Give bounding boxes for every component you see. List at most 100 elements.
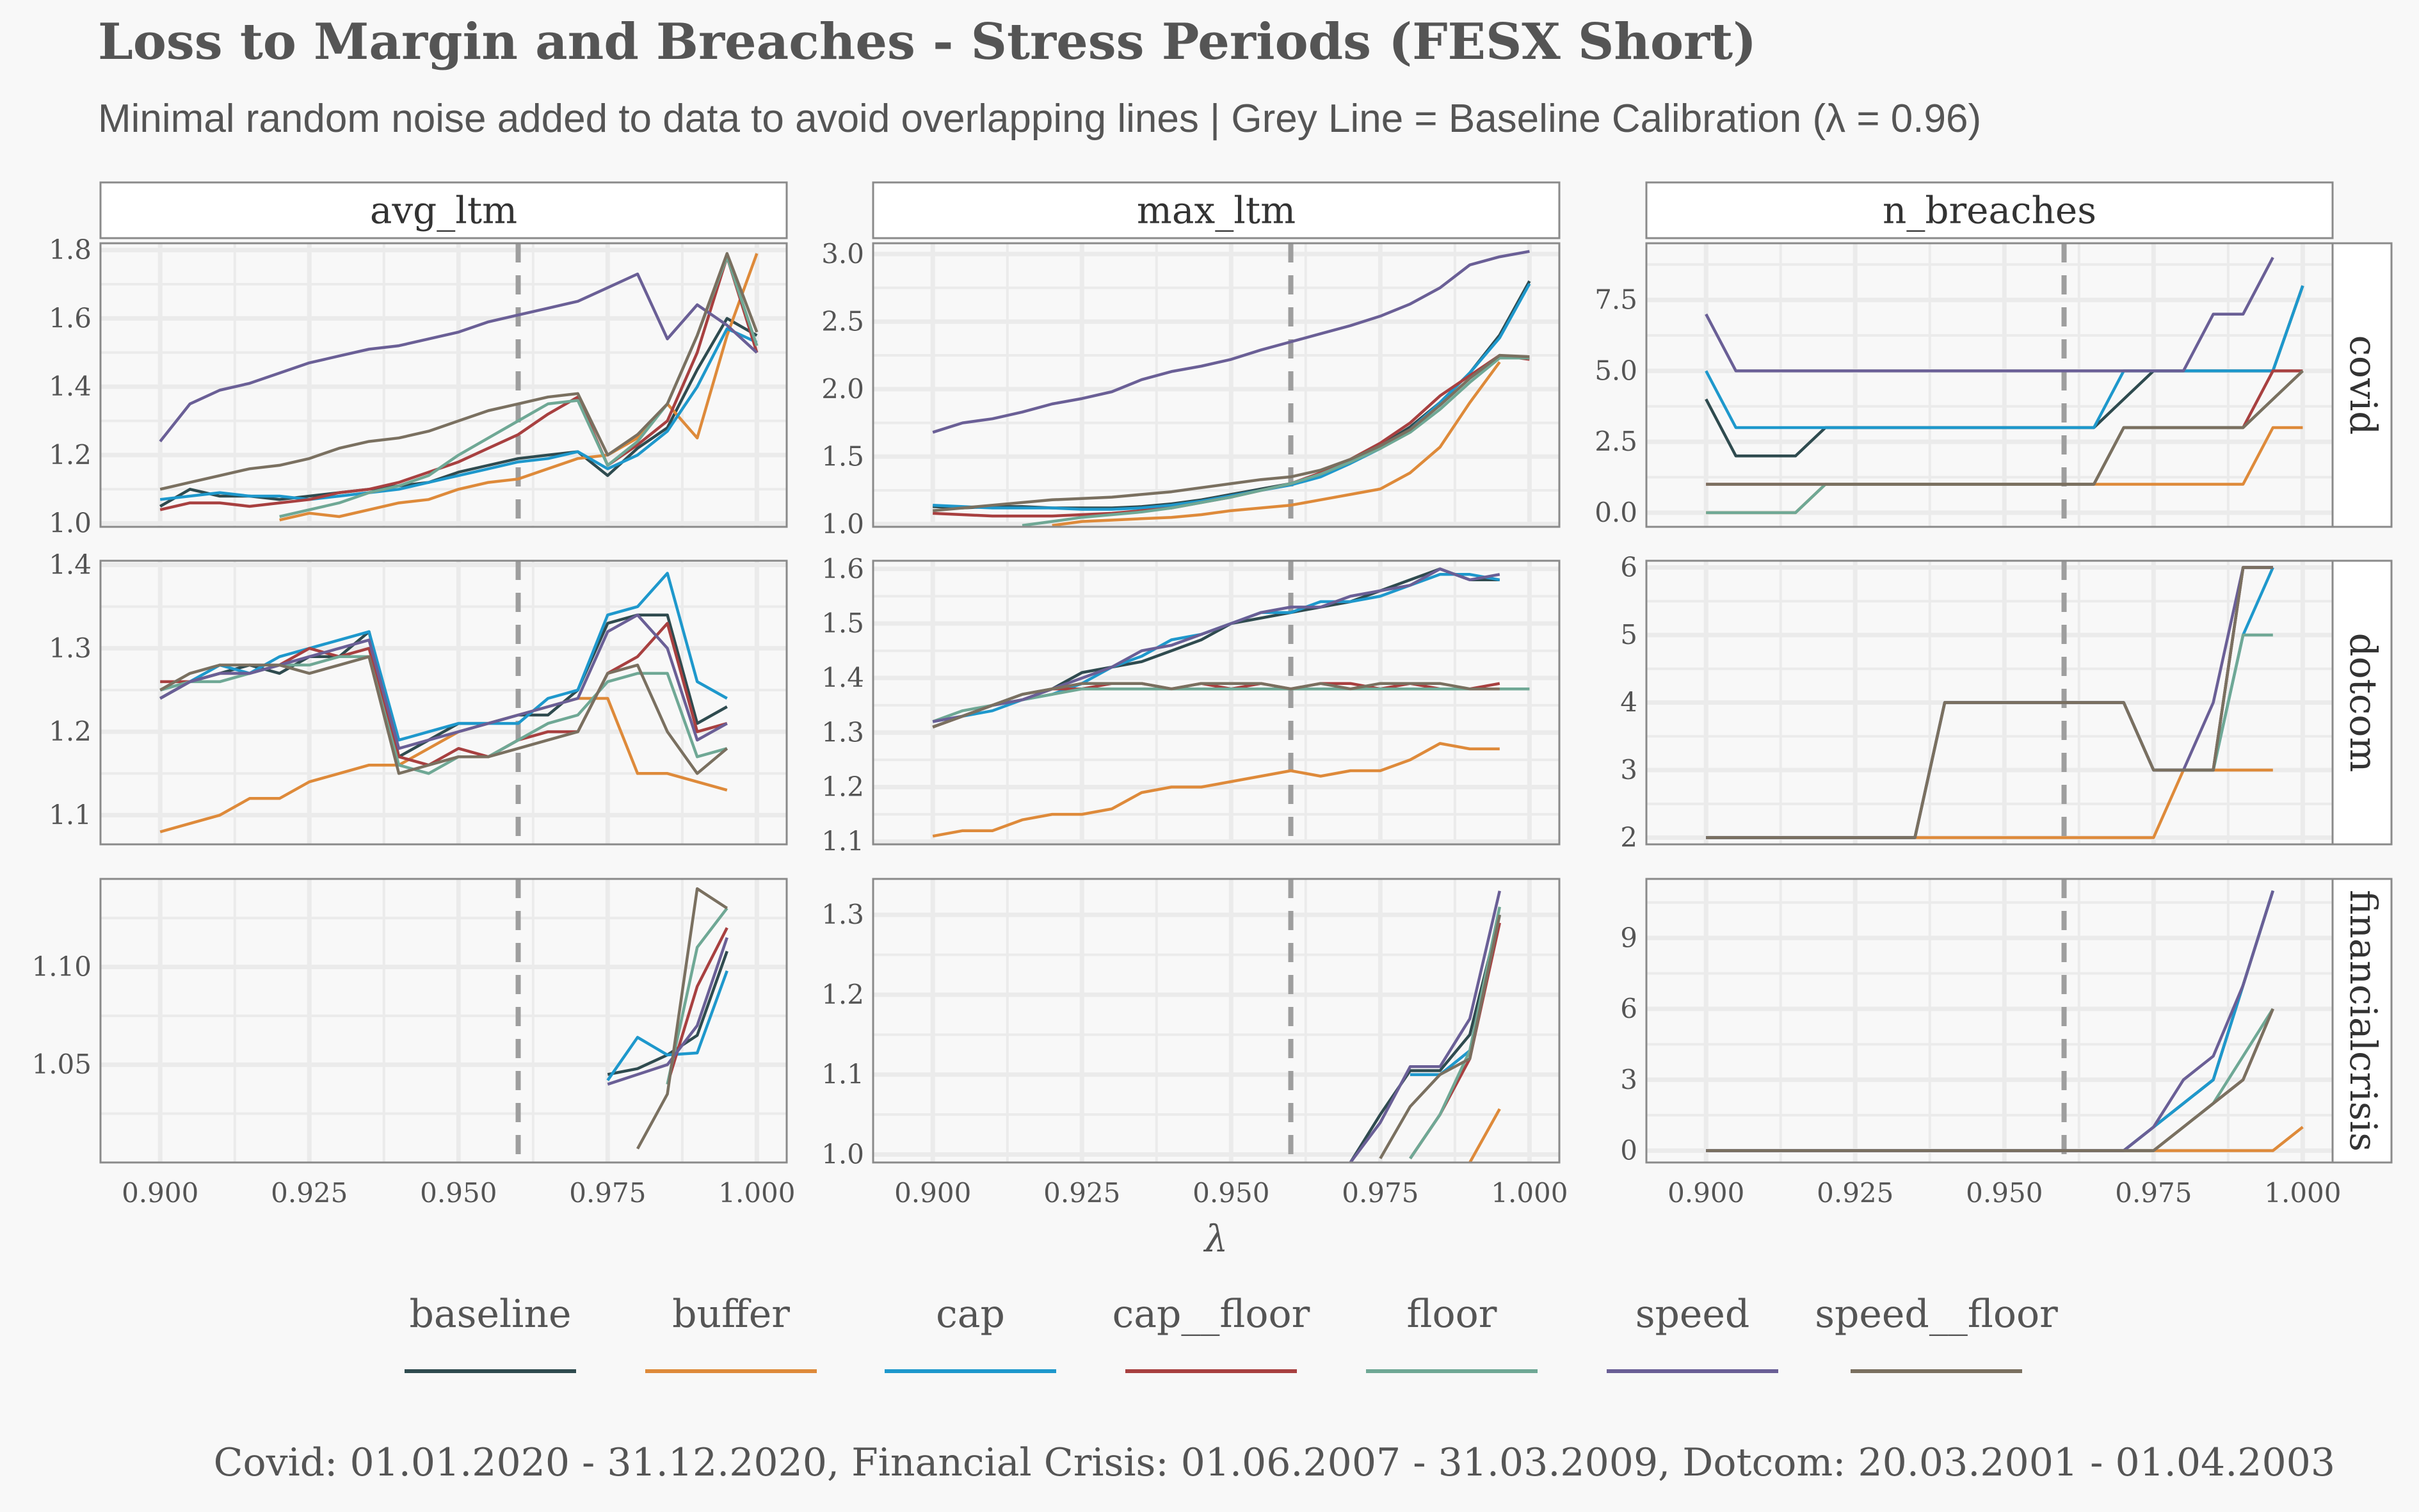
- x-axis-title: λ: [1203, 1217, 1228, 1260]
- series-line-speed: [159, 272, 758, 442]
- row-strip-box: [2331, 559, 2393, 846]
- y-tick-label: 5: [1620, 619, 1637, 650]
- y-tick-label: 1.0: [821, 508, 864, 540]
- x-tick-label: 0.975: [2115, 1177, 2192, 1209]
- series-line-speed__floor: [932, 353, 1530, 512]
- chart-subtitle: Minimal random noise added to data to av…: [98, 97, 1981, 141]
- y-tick-label: 1.6: [821, 553, 864, 584]
- series-line-cap: [606, 970, 728, 1081]
- y-tick-label: 1.05: [31, 1049, 92, 1080]
- panel-border: [1645, 559, 2334, 846]
- panel-border: [1645, 242, 2334, 528]
- y-tick-label: 0: [1620, 1135, 1637, 1166]
- y-tick-label: 6: [1620, 993, 1637, 1024]
- panel-border: [99, 242, 788, 528]
- series-group: [606, 887, 728, 1150]
- row-strip-box: [2331, 242, 2393, 528]
- y-tick-label: 1.1: [821, 1059, 864, 1090]
- y-tick-label: 1.1: [821, 826, 864, 857]
- panel-dotcom-n_breaches: 2 3 4 5 6: [1620, 552, 2334, 853]
- chart-caption: Covid: 01.01.2020 - 31.12.2020, Financia…: [214, 1440, 2335, 1485]
- x-tick-label: 0.975: [569, 1177, 646, 1209]
- y-tick-label: 2.5: [821, 305, 864, 337]
- panel-border: [99, 878, 788, 1164]
- y-tick-label: 1.6: [49, 302, 92, 334]
- column-strip-label: avg_ltm: [370, 189, 517, 232]
- panel-financialcrisis-n_breaches: 0 3 6 9 0.900 0.925 0.950 0.975 1.000: [1620, 878, 2342, 1209]
- legend-label-cap__floor: cap__floor: [1113, 1292, 1310, 1337]
- x-tick-label: 0.950: [420, 1177, 497, 1209]
- series-line-floor: [1409, 906, 1502, 1160]
- series-line-speed__floor: [1706, 369, 2304, 486]
- x-tick-label: 0.975: [1342, 1177, 1418, 1209]
- series-line-speed: [932, 567, 1500, 723]
- series-line-buffer: [1052, 361, 1501, 527]
- y-tick-label: 1.5: [821, 607, 864, 639]
- y-tick-label: 1.0: [49, 508, 92, 539]
- chart-title: Loss to Margin and Breaches - Stress Per…: [98, 13, 1756, 71]
- panel-dotcom-avg_ltm: 1.1 1.2 1.3 1.4: [49, 549, 788, 846]
- x-tick-label: 0.900: [122, 1177, 198, 1209]
- x-tick-label: 0.900: [894, 1177, 971, 1209]
- series-line-speed__floor: [636, 887, 728, 1150]
- row-strip-label: financialcrisis: [2342, 890, 2385, 1152]
- x-tick-label: 0.900: [1668, 1177, 1744, 1209]
- series-line-buffer: [159, 696, 728, 833]
- y-tick-label: 1.2: [49, 439, 92, 470]
- x-tick-label: 1.000: [718, 1177, 795, 1209]
- y-tick-label: 9: [1620, 922, 1637, 953]
- series-line-speed: [159, 613, 728, 750]
- legend-label-floor: floor: [1407, 1292, 1497, 1337]
- x-tick-label: 0.925: [1043, 1177, 1120, 1209]
- series-line-speed: [607, 937, 728, 1086]
- series-line-floor: [1022, 357, 1530, 527]
- series-line-speed__floor: [159, 655, 728, 775]
- series-line-speed__floor: [1706, 566, 2273, 839]
- series-group: [932, 250, 1531, 527]
- series-line-cap: [1705, 285, 2304, 430]
- y-tick-label: 1.2: [821, 979, 864, 1010]
- y-tick-label: 1.10: [31, 951, 92, 982]
- x-tick-label: 1.000: [1491, 1177, 1568, 1209]
- series-group: [1706, 890, 2304, 1152]
- x-tick-label: 0.950: [1966, 1177, 2043, 1209]
- y-tick-label: 1.2: [49, 716, 92, 747]
- y-tick-label: 5.0: [1595, 355, 1637, 386]
- series-line-speed: [1705, 257, 2274, 373]
- y-tick-label: 1.4: [821, 662, 864, 693]
- column-strip-box: [99, 181, 788, 239]
- panel-border: [1645, 878, 2334, 1164]
- y-tick-label: 1.4: [49, 549, 92, 581]
- legend-label-speed: speed: [1635, 1292, 1750, 1337]
- series-line-cap__floor: [159, 255, 759, 511]
- legend: baseline buffer cap cap__floor floor speed spe…: [405, 1292, 2058, 1373]
- panel-dotcom-max_ltm: 1.1 1.2 1.3 1.4 1.5 1.6: [821, 553, 1561, 857]
- column-strip-box: [872, 181, 1561, 239]
- series-group: [1349, 890, 1502, 1162]
- y-tick-label: 1.3: [49, 632, 92, 664]
- y-tick-label: 1.1: [49, 799, 92, 830]
- panel-border: [872, 559, 1561, 846]
- series-line-speed__floor: [159, 252, 759, 491]
- column-strip-box: [1645, 181, 2334, 239]
- y-tick-label: 4: [1620, 687, 1637, 718]
- y-tick-label: 1.2: [821, 771, 864, 803]
- series-line-buffer: [932, 742, 1500, 838]
- series-line-speed: [1349, 890, 1501, 1162]
- column-strip-label: max_ltm: [1137, 189, 1296, 232]
- series-line-speed__floor: [1379, 914, 1502, 1159]
- x-tick-label: 0.950: [1193, 1177, 1269, 1209]
- series-line-floor: [932, 687, 1530, 723]
- panel-financialcrisis-max_ltm: 1.0 1.1 1.2 1.3 0.900 0.925 0.950 0.975 1.000: [821, 878, 1568, 1209]
- series-group: [159, 252, 759, 522]
- panel-covid-avg_ltm: 1.0 1.2 1.4 1.6 1.8: [49, 234, 788, 539]
- x-tick-label: 1.000: [2264, 1177, 2341, 1209]
- y-tick-label: 2.5: [1595, 426, 1637, 457]
- y-tick-label: 1.0: [821, 1139, 864, 1170]
- series-line-speed__floor: [1706, 1008, 2274, 1152]
- panel-border: [99, 559, 788, 846]
- panel-financialcrisis-avg_ltm: 1.05 1.10 0.900 0.925 0.950 0.975 1.000: [31, 878, 796, 1209]
- legend-label-cap: cap: [936, 1292, 1005, 1337]
- series-line-baseline: [1349, 914, 1501, 1162]
